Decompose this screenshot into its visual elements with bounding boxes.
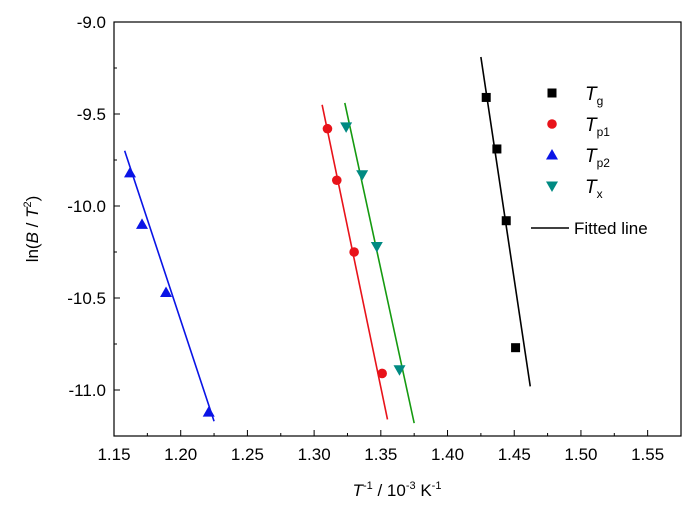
data-point-p1 (331, 175, 342, 186)
legend-label-p1: Tp1 (585, 115, 610, 139)
legend-label-fitted-line: Fitted line (574, 219, 648, 238)
data-point-g (511, 343, 521, 353)
y-tick-label: -9.5 (77, 105, 106, 124)
data-point-p2 (160, 286, 173, 297)
x-axis-ticks: 1.15 1.20 1.25 1.30 1.35 1.40 1.45 1.50 1.55 (97, 430, 664, 464)
y-tick-label: -10.5 (67, 289, 106, 308)
x-tick-label: 1.35 (364, 445, 397, 464)
fitted-lines (123, 56, 532, 424)
legend-marker-p1 (547, 119, 557, 129)
data-point-x (340, 122, 353, 133)
legend-label-p2: Tp2 (585, 146, 610, 170)
data-point-p1 (349, 247, 359, 257)
data-point-x (356, 170, 369, 181)
legend-marker-p2 (546, 149, 558, 160)
y-tick-label: -9.0 (77, 13, 106, 32)
x-tick-label: 1.20 (164, 445, 197, 464)
data-point-p2 (136, 218, 149, 229)
data-point-g (481, 92, 491, 102)
x-tick-label: 1.15 (97, 445, 130, 464)
plot-frame (113, 21, 682, 437)
legend-label-g: Tg (585, 84, 603, 108)
data-point-x (370, 241, 383, 253)
legend-label-x: Tx (585, 177, 603, 201)
data-point-x (393, 365, 406, 376)
legend-marker-g (547, 88, 557, 98)
x-tick-label: 1.55 (631, 445, 664, 464)
data-point-p2 (124, 166, 137, 178)
y-axis-ticks: -9.0 -9.5 -10.0 -10.5 -11.0 (67, 13, 120, 437)
data-point-p2 (202, 406, 215, 417)
data-point-g (501, 216, 511, 226)
y-tick-label: -10.0 (67, 197, 106, 216)
y-tick-label: -11.0 (69, 381, 107, 400)
fit-line-p2 (123, 150, 215, 422)
data-points (124, 92, 521, 417)
legend-marker-x (546, 181, 558, 192)
data-point-p1 (377, 368, 387, 379)
x-tick-label: 1.30 (298, 445, 331, 464)
x-tick-label: 1.25 (231, 445, 264, 464)
legend: Tg Tp1 Tp2 Tx Fitted line (531, 84, 648, 238)
data-point-p1 (322, 123, 333, 134)
x-axis-title: T-1 / 10-3 K-1 (353, 480, 442, 500)
fit-line-p1 (321, 104, 389, 420)
x-tick-label: 1.45 (498, 445, 531, 464)
x-tick-label: 1.40 (431, 445, 464, 464)
y-axis-title: ln(B / T2) (22, 196, 42, 263)
data-point-g (492, 144, 502, 154)
x-tick-label: 1.50 (564, 445, 597, 464)
